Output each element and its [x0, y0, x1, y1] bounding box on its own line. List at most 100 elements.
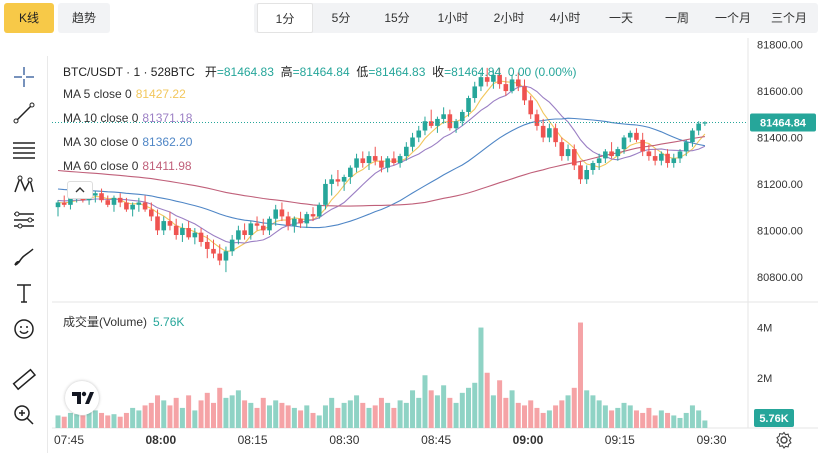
ma10-label: MA 10 close 0 — [63, 111, 139, 125]
price-tick-label: 81800.00 — [757, 40, 803, 52]
volume-bar — [434, 395, 440, 428]
volume-bar — [683, 412, 689, 428]
volume-tick-label: 4M — [757, 323, 772, 335]
volume-bar — [316, 415, 322, 428]
volume-bar — [260, 397, 266, 428]
interval-15m[interactable]: 15分 — [384, 11, 410, 25]
volume-bar — [136, 410, 142, 428]
volume-bar — [61, 416, 67, 428]
settings-gear-icon[interactable] — [775, 431, 793, 449]
interval-1w[interactable]: 一周 — [664, 11, 689, 25]
volume-legend[interactable]: 成交量(Volume) 5.76K — [63, 313, 184, 330]
candle-body — [372, 156, 378, 161]
candle-body — [565, 149, 571, 157]
volume-bar — [391, 407, 397, 428]
candle-body — [590, 163, 596, 170]
candle-body — [603, 151, 608, 159]
ohlc-header: BTC/USDT · 1 · 528BTC 开=81464.83 高=81464… — [63, 63, 577, 80]
tab-trend[interactable]: 趋势 — [58, 3, 110, 33]
volume-bar — [242, 400, 248, 428]
candle-body — [329, 179, 334, 184]
candle-body — [553, 128, 558, 143]
brush-icon[interactable] — [11, 244, 37, 270]
candle-body — [93, 193, 98, 196]
volume-bar — [217, 387, 223, 428]
volume-bar — [266, 405, 272, 428]
candle-body — [310, 214, 316, 217]
volume-bar — [130, 407, 136, 428]
candle-body — [422, 121, 428, 131]
ma60-line — [57, 136, 705, 207]
interval-selector: 1分 5分 15分 1小时 2小时 4小时 一天 一周 一个月 三个月 — [254, 3, 818, 33]
open-value: =81464.83 — [216, 65, 274, 79]
interval-1h[interactable]: 1小时 — [437, 11, 469, 25]
interval-1d[interactable]: 一天 — [608, 11, 633, 25]
tradingview-logo[interactable] — [65, 381, 99, 415]
interval-1mo[interactable]: 一个月 — [714, 11, 751, 25]
candle-body — [615, 149, 621, 157]
volume-bar — [633, 410, 639, 428]
candle-body — [447, 114, 453, 129]
candle-body — [223, 251, 229, 261]
ma60-legend[interactable]: MA 60 close 0 81411.98 — [63, 159, 192, 173]
candle-body — [61, 202, 67, 205]
time-tick-label: 08:45 — [421, 433, 451, 447]
crosshair-icon[interactable] — [11, 64, 37, 90]
candle-body — [702, 122, 708, 124]
volume-bar — [55, 415, 61, 428]
volume-bar — [671, 415, 677, 428]
volume-bar — [416, 397, 422, 428]
ma30-legend[interactable]: MA 30 close 0 81362.20 — [63, 135, 192, 149]
candle-body — [292, 218, 297, 226]
volume-bar — [696, 410, 702, 428]
ma30-value: 81362.20 — [142, 135, 193, 149]
volume-bar — [478, 327, 484, 428]
ma10-legend[interactable]: MA 10 close 0 81371.18 — [63, 111, 192, 125]
candle-body — [428, 121, 434, 126]
interval-4h[interactable]: 4小时 — [549, 11, 581, 25]
interval-5m[interactable]: 5分 — [331, 11, 351, 25]
candle-body — [366, 156, 372, 164]
volume-bar — [341, 402, 347, 428]
volume-bar — [428, 390, 434, 428]
candle-body — [242, 230, 247, 235]
ma5-legend[interactable]: MA 5 close 0 81427.22 — [63, 87, 186, 101]
emoji-icon[interactable] — [11, 316, 37, 342]
time-tick-label: 07:45 — [54, 433, 84, 447]
volume-bar — [223, 397, 229, 428]
candle-body — [99, 193, 104, 201]
volume-bar — [515, 402, 521, 428]
volume-bar — [441, 385, 447, 428]
symbol-label: BTC/USDT · 1 · 528BTC — [63, 65, 195, 79]
volume-bar — [509, 390, 515, 428]
candle-body — [522, 86, 527, 101]
ma60-label: MA 60 close 0 — [63, 159, 139, 173]
trend-line-icon[interactable] — [11, 100, 37, 126]
candle-body — [460, 111, 465, 122]
interval-3mo[interactable]: 三个月 — [770, 11, 807, 25]
tab-kline[interactable]: K线 — [4, 3, 54, 33]
high-label: 高 — [280, 65, 293, 79]
volume-bar — [596, 400, 602, 428]
candle-body — [254, 223, 260, 226]
candle-body — [323, 183, 328, 205]
fib-lines-icon[interactable] — [11, 208, 37, 234]
volume-bar — [652, 415, 658, 428]
pattern-icon[interactable] — [11, 172, 37, 198]
candle-body — [453, 121, 459, 129]
candle-body — [267, 218, 272, 231]
collapse-legend-button[interactable] — [67, 181, 93, 199]
horizontal-lines-icon[interactable] — [11, 136, 37, 162]
ruler-icon[interactable] — [11, 366, 37, 392]
time-tick-label: 09:00 — [513, 433, 544, 447]
volume-bar — [472, 382, 478, 428]
text-icon[interactable] — [11, 280, 37, 306]
zoom-in-icon[interactable] — [11, 402, 37, 428]
candle-body — [142, 202, 148, 210]
low-value: =81464.83 — [368, 65, 426, 79]
interval-1m[interactable]: 1分 — [257, 3, 313, 33]
time-tick-label: 08:00 — [145, 433, 176, 447]
candle-body — [285, 216, 291, 226]
interval-2h[interactable]: 2小时 — [493, 11, 525, 25]
